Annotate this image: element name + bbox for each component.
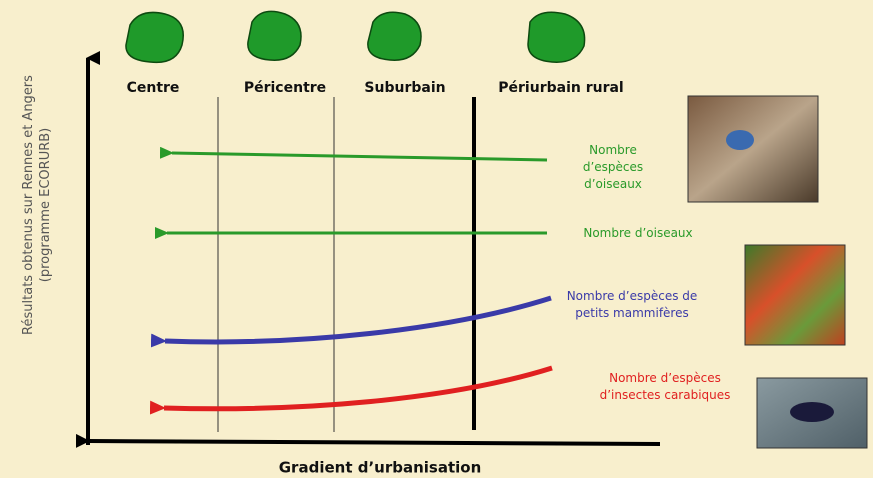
- curve: [172, 153, 547, 160]
- x-axis-label: Gradient d’urbanisation: [279, 459, 482, 477]
- photo-detail: [726, 130, 754, 150]
- zone-labels: Centre Péricentre Suburbain Périurbain r…: [127, 80, 624, 96]
- curve-label: Nombre d’espèces d’insectes carabiques: [600, 371, 731, 402]
- photo-bird: [688, 96, 818, 202]
- photo-detail: [790, 402, 834, 422]
- label-line: d’insectes carabiques: [600, 388, 731, 402]
- label-line: d’espèces: [583, 160, 643, 174]
- label-line: (programme ECORURB): [38, 128, 53, 282]
- blobs: [126, 11, 585, 62]
- zone-label: Suburbain: [364, 80, 445, 96]
- curve: [164, 368, 552, 409]
- zone-label: Centre: [127, 80, 180, 96]
- curve-label: Nombre d’oiseaux: [583, 226, 692, 240]
- label-line: Nombre d’oiseaux: [583, 226, 692, 240]
- zone-label: Péricentre: [244, 80, 326, 96]
- label-line: petits mammifères: [575, 306, 688, 320]
- label-line: Résultats obtenus sur Rennes et Angers: [21, 75, 36, 335]
- label-line: d’oiseaux: [584, 177, 642, 191]
- diagram: Centre Péricentre Suburbain Périurbain r…: [0, 0, 873, 478]
- label-line: Nombre d’espèces de: [567, 289, 698, 303]
- curve-label: Nombre d’espèces de petits mammifères: [567, 289, 698, 320]
- y-axis-label: Résultats obtenus sur Rennes et Angers(p…: [21, 75, 53, 335]
- label-line: Nombre: [589, 143, 637, 157]
- curve: [165, 298, 551, 342]
- x-axis: [88, 441, 660, 444]
- label-line: Nombre d’espèces: [609, 371, 721, 385]
- photo-mammal: [745, 245, 845, 345]
- curve-label: Nombre d’espèces d’oiseaux: [583, 143, 643, 191]
- zone-label: Périurbain rural: [498, 80, 623, 96]
